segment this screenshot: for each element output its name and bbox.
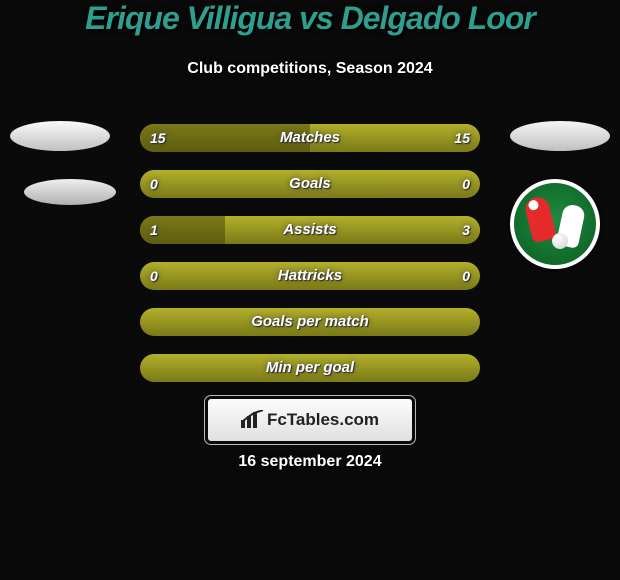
stat-bar-left-value: 0 (150, 170, 158, 198)
player-left-avatar-placeholder (10, 121, 110, 151)
stat-bar-matches: Matches15 15 (140, 124, 480, 152)
snapshot-date: 16 september 2024 (0, 453, 620, 471)
fctables-brand-pill[interactable]: FcTables.com (205, 396, 415, 444)
stat-bar-goals-per-match: Goals per match (140, 308, 480, 336)
stat-bar-label: Goals per match (140, 308, 480, 336)
badge-ball-icon (552, 233, 568, 249)
player-right-avatar-placeholder (510, 121, 610, 151)
stat-bar-label: Goals (140, 170, 480, 198)
stat-bar-right-value: 0 (462, 170, 470, 198)
stat-bar-label: Matches (140, 124, 480, 152)
page-subtitle: Club competitions, Season 2024 (0, 60, 620, 78)
stat-bar-min-per-goal: Min per goal (140, 354, 480, 382)
player-left-club-placeholder (24, 179, 116, 205)
stat-bar-right-value: 3 (462, 216, 470, 244)
fctables-logo-icon (241, 410, 265, 428)
stat-bar-label: Hattricks (140, 262, 480, 290)
stat-bar-assists: Assists1 3 (140, 216, 480, 244)
stat-bar-label: Assists (140, 216, 480, 244)
stat-bar-left-value: 15 (150, 124, 166, 152)
fctables-brand-label: FcTables.com (267, 410, 379, 429)
stat-bar-right-value: 0 (462, 262, 470, 290)
stat-bar-right-value: 15 (454, 124, 470, 152)
stat-bar-left-value: 1 (150, 216, 158, 244)
badge-red-player-icon (523, 195, 557, 243)
page-title: Erique Villigua vs Delgado Loor (0, 0, 620, 37)
stat-bar-left-value: 0 (150, 262, 158, 290)
stat-bar-hattricks: Hattricks0 0 (140, 262, 480, 290)
stat-bar-goals: Goals0 0 (140, 170, 480, 198)
player-right-club-badge (510, 179, 600, 269)
stat-bar-label: Min per goal (140, 354, 480, 382)
